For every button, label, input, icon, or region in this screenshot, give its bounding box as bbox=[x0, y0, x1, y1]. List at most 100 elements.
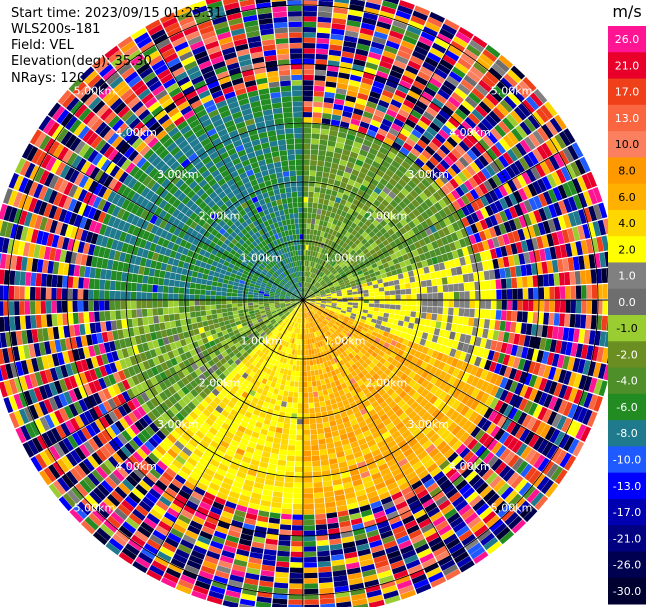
radar-gate bbox=[458, 156, 470, 168]
radar-gate bbox=[314, 503, 325, 509]
radar-gate bbox=[370, 191, 379, 199]
radar-gate bbox=[538, 193, 548, 207]
radar-gate bbox=[496, 171, 507, 184]
radar-gate bbox=[313, 274, 318, 280]
radar-gate bbox=[363, 271, 370, 277]
radar-gate bbox=[536, 236, 544, 249]
radar-gate bbox=[537, 222, 546, 236]
radar-gate bbox=[303, 0, 318, 6]
radar-gate bbox=[427, 52, 442, 63]
radar-gate bbox=[336, 169, 345, 177]
radar-gate bbox=[586, 284, 592, 299]
radar-gate bbox=[405, 288, 412, 295]
radar-gate bbox=[434, 133, 446, 144]
radar-gate bbox=[307, 250, 311, 256]
radar-gate bbox=[369, 203, 378, 212]
radar-gate bbox=[388, 127, 399, 137]
radar-gate bbox=[319, 400, 326, 407]
radar-gate bbox=[492, 106, 506, 120]
radar-gate bbox=[334, 0, 350, 4]
radar-gate bbox=[393, 195, 402, 205]
radar-gate bbox=[394, 309, 401, 315]
radar-gate bbox=[351, 146, 361, 154]
radar-gate bbox=[313, 476, 323, 483]
radar-gate bbox=[503, 221, 512, 233]
radar-gate bbox=[413, 241, 422, 249]
radar-gate bbox=[489, 248, 498, 259]
radar-gate bbox=[398, 200, 407, 210]
radar-gate bbox=[420, 229, 428, 239]
radar-gate bbox=[374, 296, 380, 300]
radar-gate bbox=[294, 349, 298, 355]
radar-gate bbox=[572, 328, 580, 343]
radar-gate bbox=[334, 93, 346, 101]
radar-gate bbox=[347, 208, 355, 215]
radar-gate bbox=[382, 207, 391, 216]
radar-gate bbox=[303, 292, 305, 298]
radar-gate bbox=[334, 196, 342, 204]
radar-gate bbox=[316, 422, 324, 429]
radar-gate bbox=[325, 291, 331, 294]
radar-gate bbox=[450, 267, 458, 276]
radar-gate bbox=[450, 189, 461, 200]
radar-gate bbox=[278, 389, 284, 396]
radar-gate bbox=[428, 141, 439, 152]
radar-gate bbox=[378, 282, 384, 288]
radar-gate bbox=[403, 223, 412, 232]
radar-gate bbox=[303, 234, 307, 240]
radar-gate bbox=[325, 244, 331, 251]
radar-gate bbox=[440, 321, 447, 330]
radar-gate bbox=[528, 287, 534, 300]
radar-gate bbox=[490, 289, 497, 300]
radar-gate bbox=[299, 376, 303, 382]
radar-gate bbox=[518, 80, 533, 95]
radar-gate bbox=[597, 300, 603, 315]
radar-gate bbox=[286, 375, 291, 381]
radar-gate bbox=[345, 95, 357, 103]
radar-gate bbox=[319, 449, 328, 456]
radar-gate bbox=[375, 274, 382, 280]
radar-gate bbox=[408, 220, 416, 229]
radar-gate bbox=[319, 598, 335, 605]
radar-gate bbox=[360, 264, 367, 270]
radar-gate bbox=[392, 319, 399, 325]
radar-gate bbox=[337, 252, 344, 259]
radar-gate bbox=[559, 300, 566, 313]
radar-gate bbox=[366, 129, 377, 138]
radar-gate bbox=[394, 169, 405, 179]
radar-gate bbox=[345, 269, 351, 275]
radar-gate bbox=[381, 160, 391, 169]
radar-gate bbox=[356, 248, 363, 255]
radar-gate bbox=[431, 97, 444, 109]
radar-gate bbox=[334, 147, 343, 154]
radar-gate bbox=[401, 266, 408, 273]
radar-gate bbox=[533, 209, 543, 223]
radar-gate bbox=[454, 108, 468, 120]
radar-gate bbox=[505, 165, 516, 179]
radar-gate bbox=[313, 289, 319, 293]
radar-gate bbox=[303, 80, 314, 86]
radar-gate bbox=[307, 283, 311, 289]
radar-gate bbox=[342, 205, 350, 213]
radar-gate bbox=[574, 270, 581, 285]
radar-gate bbox=[565, 164, 577, 180]
radar-gate bbox=[373, 173, 382, 182]
radar-gate bbox=[369, 300, 375, 304]
radar-gate bbox=[585, 314, 592, 329]
radar-gate bbox=[528, 211, 538, 225]
radar-gate bbox=[336, 208, 343, 216]
radar-gate bbox=[320, 214, 326, 221]
radar-gate bbox=[506, 113, 519, 128]
radar-gate bbox=[280, 518, 292, 525]
radar-gate bbox=[587, 188, 598, 205]
radar-gate bbox=[336, 275, 342, 281]
radar-gate bbox=[467, 273, 475, 282]
radar-gate bbox=[402, 232, 411, 240]
radar-gate bbox=[357, 171, 367, 180]
radar-gate bbox=[352, 294, 359, 298]
radar-gate bbox=[472, 35, 488, 49]
radar-gate bbox=[460, 227, 469, 238]
radar-gate bbox=[503, 95, 517, 110]
radar-gate bbox=[303, 344, 306, 350]
radar-gate bbox=[313, 197, 319, 204]
